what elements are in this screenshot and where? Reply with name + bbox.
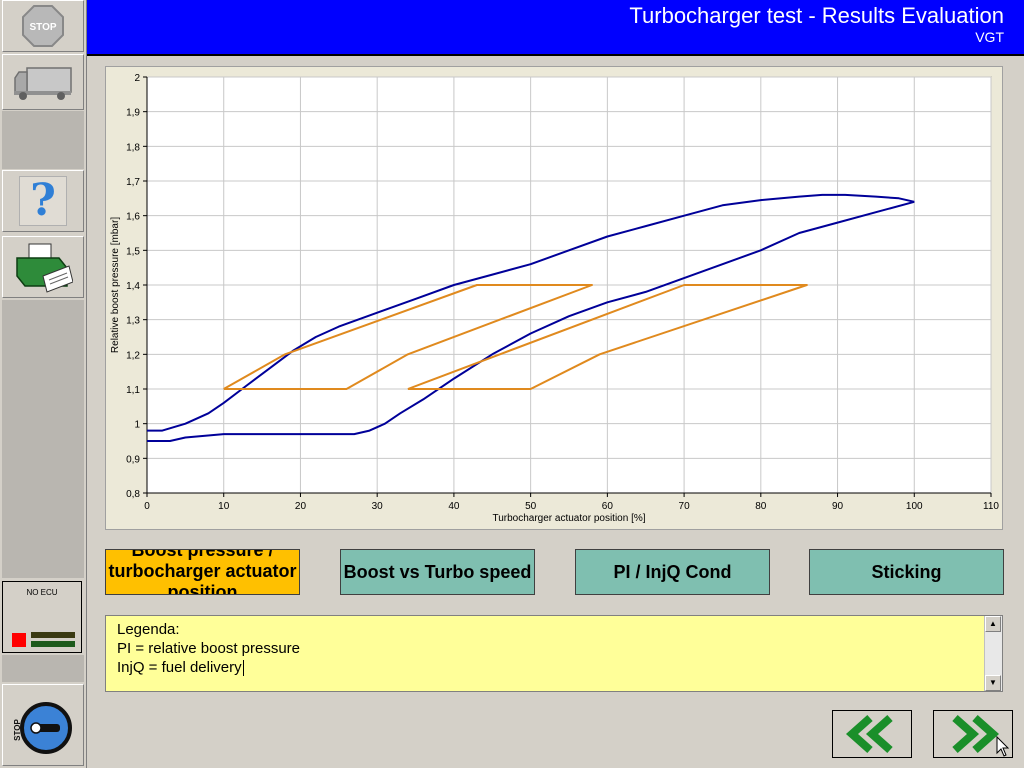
x-tick-label: 0 <box>144 501 150 512</box>
y-tick-label: 1,8 <box>126 142 140 153</box>
series-line-3 <box>407 284 808 390</box>
scroll-down-button[interactable]: ▼ <box>985 675 1001 691</box>
stop-circle-icon: STOP <box>13 702 72 754</box>
legend-line-text: InjQ = fuel delivery <box>117 659 242 676</box>
y-tick-label: 1,7 <box>126 177 140 188</box>
tab-label: PI / InjQ Cond <box>613 561 732 582</box>
stop-icon: STOP <box>22 5 64 47</box>
stop-icon-label: STOP <box>29 22 56 33</box>
chart-panel: 0 10 20 30 40 50 60 70 80 90 100 110 0,8 0,9 1 1,1 1,2 1,… <box>105 66 1003 530</box>
chart-axes: 0 10 20 30 40 50 60 70 80 90 100 110 0,8 0,9 1 1,1 1,2 1,… <box>126 73 999 512</box>
ecu-status-label: NO ECU <box>26 588 58 597</box>
y-tick-label: 0,8 <box>126 489 140 500</box>
tab-label: Boost vs Turbo speed <box>343 561 532 582</box>
printer-icon <box>16 243 73 293</box>
series-line-0 <box>147 193 915 432</box>
tab-label: Boost pressure / turbocharger actuator p… <box>108 549 297 595</box>
y-tick-label: 1,6 <box>126 212 140 223</box>
y-tick-label: 0,9 <box>126 454 140 465</box>
double-chevron-right-icon <box>952 715 1000 753</box>
help-glyph: ? <box>30 175 56 226</box>
y-tick-label: 2 <box>134 73 140 84</box>
tab-boost-pressure-actuator[interactable]: Boost pressure / turbocharger actuator p… <box>105 549 300 595</box>
scroll-up-button[interactable]: ▲ <box>985 616 1001 632</box>
help-button[interactable]: ? <box>2 170 84 232</box>
text-cursor <box>242 659 244 676</box>
vehicle-button[interactable] <box>2 54 84 110</box>
tab-boost-vs-turbo-speed[interactable]: Boost vs Turbo speed <box>340 549 535 595</box>
y-axis-label: Relative boost pressure [mbar] <box>110 217 121 353</box>
previous-button[interactable] <box>832 710 912 758</box>
series-line-2 <box>223 284 593 390</box>
tab-sticking[interactable]: Sticking <box>809 549 1004 595</box>
boost-pressure-chart: 0 10 20 30 40 50 60 70 80 90 100 110 0,8 0,9 1 1,1 1,2 1,… <box>110 73 999 524</box>
ecu-indicator-bar <box>31 632 75 638</box>
legend-line: InjQ = fuel delivery <box>117 658 300 677</box>
emergency-stop-button[interactable]: STOP <box>2 684 84 766</box>
page-subtitle: VGT <box>975 29 1004 45</box>
x-axis-label: Turbocharger actuator position [%] <box>492 513 645 524</box>
x-tick-label: 90 <box>832 501 844 512</box>
double-chevron-left-icon <box>845 715 893 753</box>
y-tick-label: 1,9 <box>126 108 140 119</box>
ecu-indicator-bar <box>31 641 75 647</box>
x-tick-label: 30 <box>372 501 384 512</box>
sidebar-separator <box>2 655 84 682</box>
x-tick-label: 110 <box>983 501 999 512</box>
tab-pi-injq-cond[interactable]: PI / InjQ Cond <box>575 549 770 595</box>
title-bar: Turbocharger test - Results Evaluation V… <box>87 0 1024 56</box>
x-tick-label: 100 <box>906 501 923 512</box>
legend-scrollbar[interactable]: ▲ ▼ <box>984 616 1002 691</box>
x-tick-label: 60 <box>602 501 614 512</box>
stop-side-label: STOP <box>13 719 22 741</box>
truck-icon <box>14 67 72 100</box>
x-tick-label: 70 <box>679 501 691 512</box>
x-tick-label: 10 <box>218 501 230 512</box>
ecu-status-led <box>12 633 26 647</box>
series-line-1 <box>147 200 915 442</box>
y-tick-label: 1,1 <box>126 385 140 396</box>
y-tick-label: 1,2 <box>126 350 140 361</box>
sidebar-separator <box>2 111 84 169</box>
x-tick-label: 20 <box>295 501 307 512</box>
legend-text: Legenda: PI = relative boost pressure In… <box>117 620 300 677</box>
sidebar-empty-area <box>2 300 84 578</box>
ecu-status: NO ECU <box>2 581 82 653</box>
stop-button[interactable]: STOP <box>2 0 84 52</box>
legend-textbox[interactable]: Legenda: PI = relative boost pressure In… <box>105 615 1003 692</box>
y-tick-label: 1,3 <box>126 316 140 327</box>
y-tick-label: 1 <box>134 420 140 431</box>
help-icon: ? <box>19 176 67 226</box>
tab-label: Sticking <box>871 561 942 582</box>
sidebar: STOP ? NO ECU <box>0 0 87 768</box>
mouse-cursor-icon <box>996 736 1010 757</box>
legend-line: PI = relative boost pressure <box>117 640 301 657</box>
chart-series <box>147 193 915 442</box>
legend-line: Legenda: <box>117 621 180 638</box>
y-tick-label: 1,4 <box>126 281 140 292</box>
x-tick-label: 80 <box>755 501 767 512</box>
print-button[interactable] <box>2 236 84 298</box>
x-tick-label: 40 <box>448 501 460 512</box>
page-title: Turbocharger test - Results Evaluation <box>629 3 1004 28</box>
y-tick-label: 1,5 <box>126 246 140 257</box>
x-tick-label: 50 <box>525 501 537 512</box>
